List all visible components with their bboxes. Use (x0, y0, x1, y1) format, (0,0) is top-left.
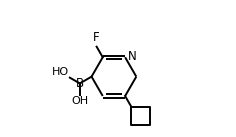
Text: HO: HO (52, 67, 69, 77)
Text: F: F (93, 31, 99, 44)
Text: B: B (76, 77, 84, 90)
Text: OH: OH (71, 96, 88, 106)
Text: N: N (128, 50, 137, 63)
